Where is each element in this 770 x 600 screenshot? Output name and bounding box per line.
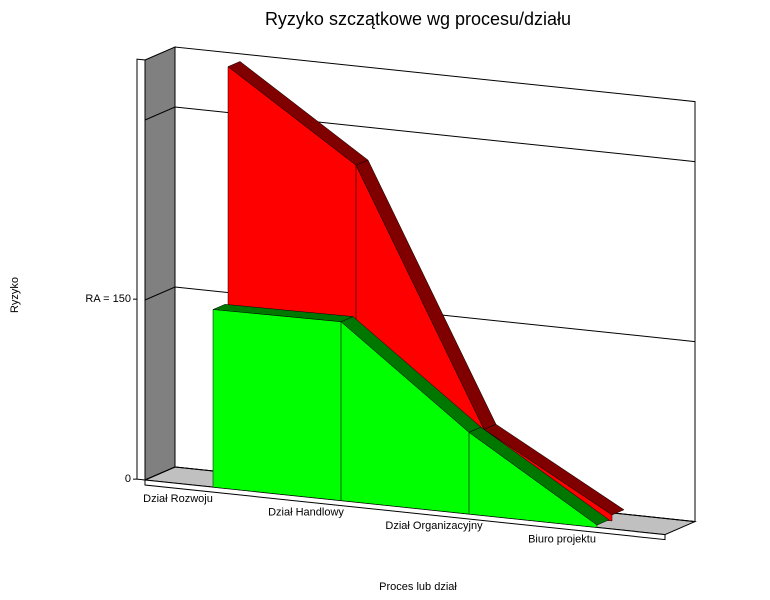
- y-axis-label: Ryzyko: [9, 277, 21, 313]
- grid-line: [144, 286, 696, 343]
- left-wall: [144, 46, 176, 481]
- x-tick-label: Dział Organizacyjny: [385, 520, 483, 532]
- x-axis-label: Proces lub dział: [379, 581, 457, 593]
- x-tick-label: Dział Handlowy: [268, 506, 344, 518]
- grid-line: [144, 106, 696, 163]
- x-tick-label: Biuro projektu: [528, 533, 596, 545]
- y-tick-label: 0: [125, 473, 131, 485]
- x-tick-label: Dział Rozwoju: [143, 493, 213, 505]
- left-wall-edge: [136, 58, 146, 481]
- chart-title: Ryzyko szczątkowe wg procesu/działu: [265, 9, 571, 29]
- y-tick-label: RA = 150: [85, 293, 131, 305]
